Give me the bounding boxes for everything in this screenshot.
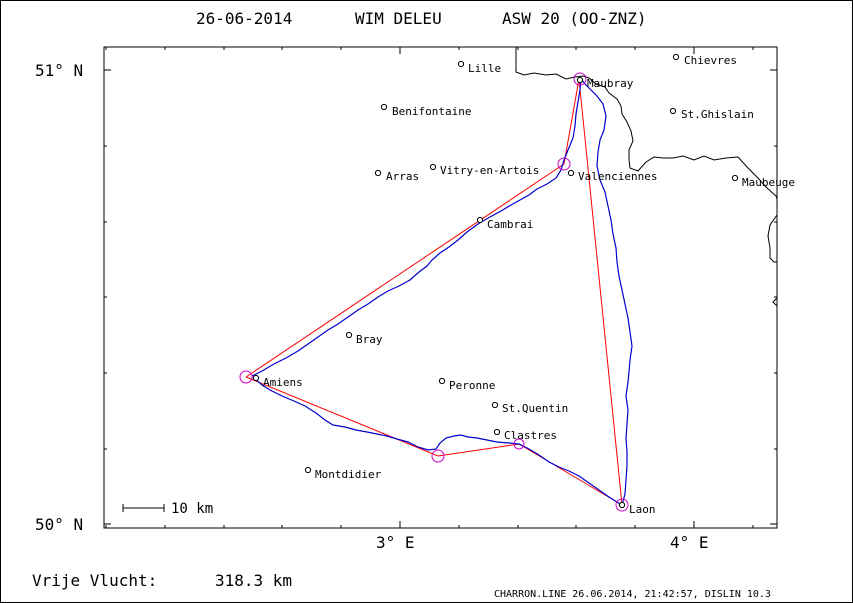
turnpoint-clastres bbox=[513, 438, 525, 450]
place-label-amiens: Amiens bbox=[263, 376, 303, 389]
turnpoint-amiens bbox=[239, 370, 253, 384]
place-label-montdidier: Montdidier bbox=[315, 468, 382, 481]
place-markers bbox=[252, 53, 739, 509]
task-lines bbox=[245, 78, 623, 506]
national-border bbox=[515, 47, 778, 307]
title-pilot: WIM DELEU bbox=[355, 9, 442, 28]
place-label-vitry-en-artois: Vitry-en-Artois bbox=[440, 164, 539, 177]
place-label-st-ghislain: St.Ghislain bbox=[681, 108, 754, 121]
place-label-peronne: Peronne bbox=[449, 379, 495, 392]
lat-label-51: 51° N bbox=[35, 61, 83, 80]
plot-border bbox=[103, 46, 778, 529]
axis-ticks bbox=[104, 47, 777, 528]
distance-label: Vrije Vlucht: bbox=[32, 571, 157, 590]
lon-label-3: 3° E bbox=[376, 533, 415, 552]
lon-label-4: 4° E bbox=[670, 533, 709, 552]
place-label-bray: Bray bbox=[356, 333, 383, 346]
flight-track bbox=[251, 77, 633, 506]
place-label-st-quentin: St.Quentin bbox=[502, 402, 568, 415]
scale-bar bbox=[122, 504, 165, 512]
footer-text: CHARRON.LINE 26.06.2014, 21:42:57, DISLI… bbox=[494, 589, 771, 600]
turnpoints bbox=[239, 72, 629, 512]
scale-bar-label: 10 km bbox=[171, 501, 213, 517]
place-label-cambrai: Cambrai bbox=[487, 218, 533, 231]
distance-value: 318.3 km bbox=[215, 571, 292, 590]
turnpoint-south bbox=[431, 449, 445, 463]
place-label-laon: Laon bbox=[629, 503, 656, 516]
title-date: 26-06-2014 bbox=[196, 9, 292, 28]
title-glider: ASW 20 (OO-ZNZ) bbox=[502, 9, 647, 28]
turnpoint-valenciennes bbox=[557, 157, 571, 171]
place-label-valenciennes: Valenciennes bbox=[578, 170, 657, 183]
place-label-maubray: Maubray bbox=[587, 77, 634, 90]
turnpoint-maubray bbox=[573, 72, 587, 86]
place-label-chievres: Chievres bbox=[684, 54, 737, 67]
place-label-clastres: Clastres bbox=[504, 429, 557, 442]
lat-label-50: 50° N bbox=[35, 515, 83, 534]
place-label-lille: Lille bbox=[468, 62, 501, 75]
place-label-arras: Arras bbox=[386, 170, 419, 183]
place-label-maubeuge: Maubeuge bbox=[742, 176, 795, 189]
turnpoint-laon bbox=[615, 498, 629, 512]
place-label-benifontaine: Benifontaine bbox=[392, 105, 471, 118]
